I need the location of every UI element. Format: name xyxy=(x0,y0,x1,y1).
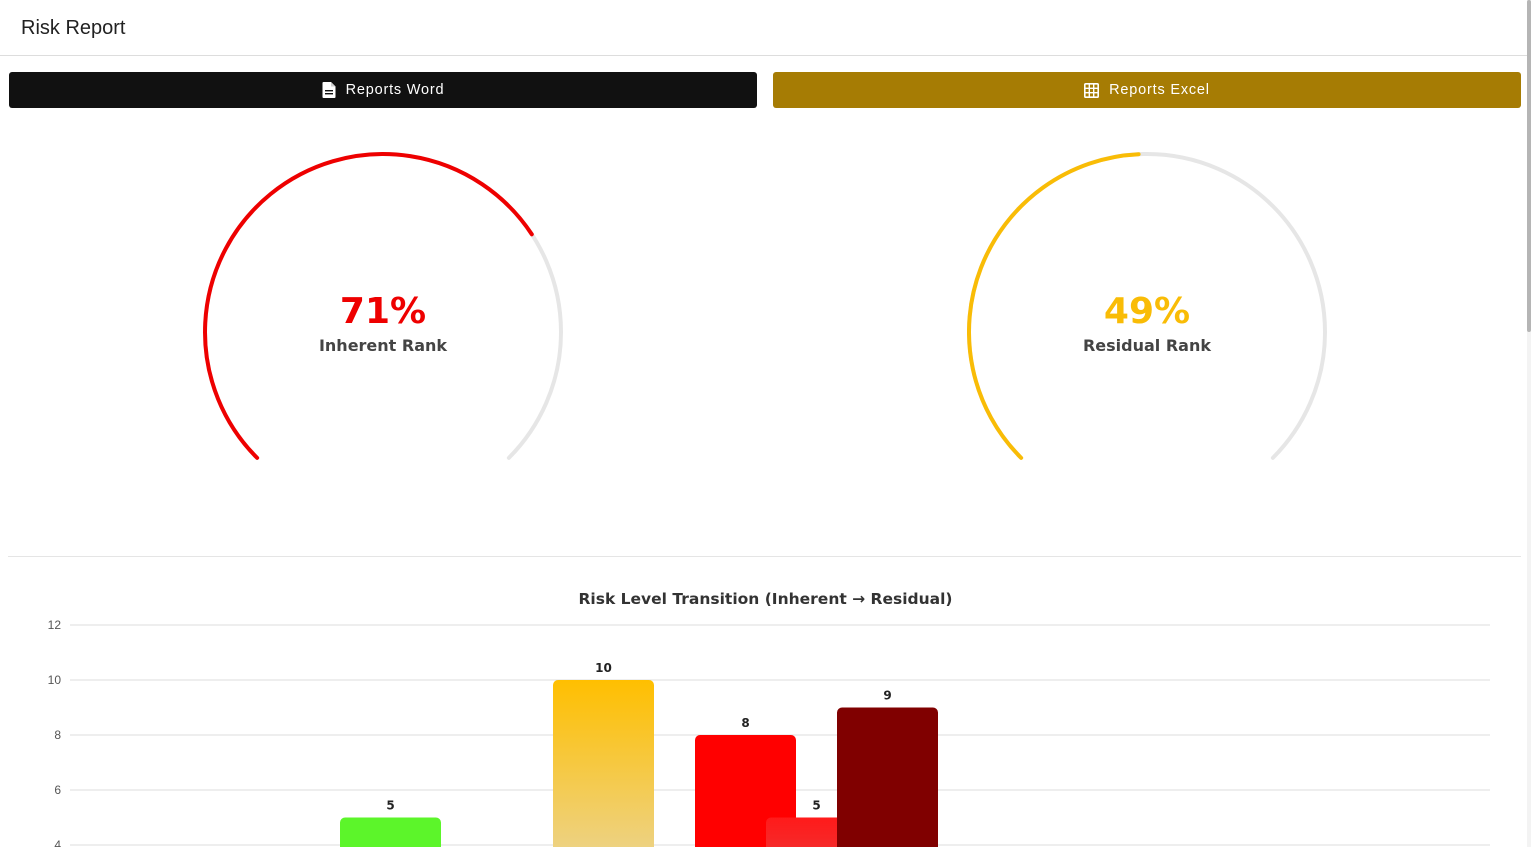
residual-rank-gauge: 49% Residual Rank xyxy=(967,140,1327,470)
reports-word-label: Reports Word xyxy=(345,82,445,98)
residual-rank-percent: 49% xyxy=(1103,291,1191,332)
bar[interactable] xyxy=(837,707,938,847)
y-tick-label: 12 xyxy=(48,618,62,632)
bar-value-label: 8 xyxy=(741,716,749,730)
y-tick-label: 6 xyxy=(54,783,61,797)
inherent-rank-percent: 71% xyxy=(339,291,427,332)
bar-value-label: 10 xyxy=(595,661,612,675)
inherent-rank-label: Inherent Rank xyxy=(318,336,448,355)
reports-excel-label: Reports Excel xyxy=(1109,82,1210,98)
top-bar: Risk Report xyxy=(0,0,1527,56)
bar-value-label: 9 xyxy=(883,689,891,703)
inherent-rank-gauge: 71% Inherent Rank xyxy=(203,140,563,470)
bar-value-label: 5 xyxy=(812,799,820,813)
reports-word-button[interactable]: Reports Word xyxy=(9,72,757,108)
bar-value-label: 5 xyxy=(386,799,394,813)
scrollbar-thumb[interactable] xyxy=(1527,0,1531,332)
residual-rank-label: Residual Rank xyxy=(1082,336,1212,355)
section-divider xyxy=(8,556,1521,557)
residual-gauge-value-arc xyxy=(967,152,1141,460)
bar[interactable] xyxy=(553,680,654,847)
y-tick-label: 8 xyxy=(54,728,61,742)
chart-title: Risk Level Transition (Inherent → Residu… xyxy=(578,590,953,608)
y-tick-label: 4 xyxy=(54,838,61,847)
scrollbar[interactable] xyxy=(1527,0,1531,847)
document-icon xyxy=(322,82,336,98)
reports-excel-button[interactable]: Reports Excel xyxy=(773,72,1521,108)
inherent-gauge-value-arc xyxy=(203,152,534,460)
page-title: Risk Report xyxy=(21,17,126,39)
risk-transition-bar-chart: 4 6 8 10 12 5 10 8 5 9 xyxy=(48,618,1490,847)
y-tick-label: 10 xyxy=(48,673,62,687)
bar[interactable] xyxy=(340,817,441,847)
table-icon xyxy=(1084,82,1100,98)
